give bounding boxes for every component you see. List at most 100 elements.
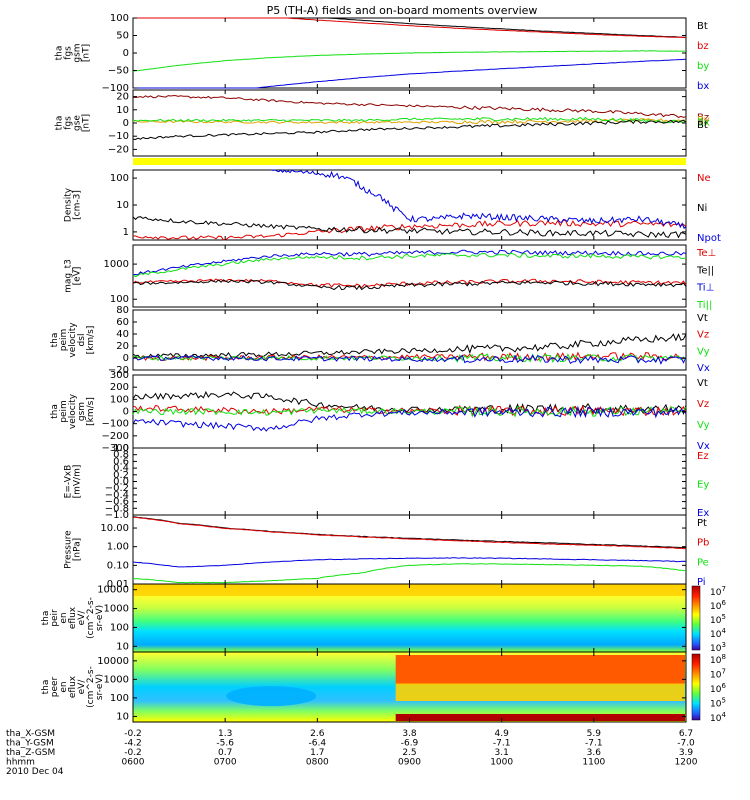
series-line-vt <box>132 390 687 416</box>
ytick-label: 10000 <box>97 585 129 596</box>
ylabel-line: [mV/m] <box>73 465 83 499</box>
ylabel-line: tha <box>55 46 65 61</box>
ylabel-line: tha <box>41 611 51 626</box>
series-line-bz <box>132 95 687 118</box>
ytick-label: 0.0 <box>113 477 129 488</box>
ytick-label: 0 <box>123 118 129 129</box>
ytick-label: −20 <box>108 365 129 376</box>
ephemeris-value: -6.9 <box>401 739 419 749</box>
ytick-label: −100 <box>102 83 129 94</box>
series-line-bx <box>133 58 687 89</box>
ylabel-line: mag_t3 <box>64 259 74 293</box>
series-line-ti <box>132 249 687 276</box>
ephemeris-value: 0900 <box>398 758 421 768</box>
ylabel-line: (cm^2-s- <box>86 597 96 639</box>
legend-label: Vx <box>697 441 710 452</box>
ytick-label: 60 <box>116 317 129 328</box>
legend-label: Te⊥ <box>696 248 716 259</box>
ephemeris-value: 0800 <box>306 758 329 768</box>
ytick-label: −1.0 <box>105 510 129 521</box>
ytick-label: 0 <box>123 48 129 59</box>
panel-p7: Ez Ey Ex 1.00.80.60.40.20.0−0.2−0.4−0.6−0.8… <box>64 443 710 521</box>
ephemeris-value: 1200 <box>675 758 698 768</box>
legend-label: Vy <box>697 346 710 357</box>
ylabel-line: (cm^2-s- <box>86 666 96 708</box>
spectrogram-warm-region <box>395 683 685 701</box>
ylabel-line: E=-VxB <box>64 465 74 499</box>
legend-label: Ti⊥ <box>696 283 714 294</box>
legend-label: Pb <box>697 538 709 549</box>
ephemeris-value: 3.8 <box>402 729 417 739</box>
ytick-label: 0 <box>123 407 129 418</box>
colorbar-tick-label: 107 <box>710 585 726 598</box>
legend-label: bz <box>697 41 709 52</box>
ytick-label: 100 <box>110 13 129 24</box>
ylabel-line: eflux <box>68 606 78 629</box>
ephemeris-value: 6.7 <box>679 729 693 739</box>
ephemeris-value: -7.1 <box>493 739 511 749</box>
ylabel-line: tha <box>55 116 65 131</box>
ytick-label: 0.01 <box>107 579 129 590</box>
ephemeris-row-label: tha_X-GSM <box>6 729 55 739</box>
ephemeris-value: -4.2 <box>124 739 142 749</box>
ephemeris-value: 5.9 <box>587 729 602 739</box>
panel-frame <box>132 447 687 516</box>
series-line-vz <box>132 404 687 418</box>
ytick-label: −0.4 <box>105 490 129 501</box>
legend-label: Pe <box>697 557 709 568</box>
ylabel-line: velocity <box>68 322 78 358</box>
legend-label: Ni <box>697 203 707 214</box>
ytick-label: −0.8 <box>105 503 129 514</box>
ytick-label: 300 <box>110 370 129 381</box>
ephemeris-row-label: tha_Z-GSM <box>6 748 55 758</box>
ytick-label: 100 <box>110 294 129 305</box>
legend-label: Bt <box>697 21 708 32</box>
ylabel-line: [eV] <box>73 267 83 286</box>
ytick-label: 1.00 <box>107 542 129 553</box>
ephemeris-value: -5.6 <box>216 739 234 749</box>
legend-label: Bx <box>697 118 710 129</box>
spectrogram-cool-blob <box>226 686 317 707</box>
legend-label: Vz <box>697 330 709 341</box>
series-line-bx <box>132 116 687 124</box>
ytick-label: −0.2 <box>105 483 129 494</box>
series-line-pi <box>132 557 687 568</box>
ytick-label: 10 <box>116 641 129 652</box>
legend-label: Ne <box>697 173 711 184</box>
ylabel-line: fgs <box>64 116 74 130</box>
legend-label: Vy <box>697 420 710 431</box>
ytick-label: 20 <box>116 341 129 352</box>
ephemeris-value: 1.7 <box>310 748 324 758</box>
ephemeris-value: 2.5 <box>402 748 416 758</box>
legend-label: Ti|| <box>696 300 712 311</box>
colorbar-p9 <box>691 585 701 651</box>
ytick-label: 100 <box>110 394 129 405</box>
ytick-label: −200 <box>102 431 129 442</box>
panel-frame <box>132 514 687 585</box>
ytick-label: 100 <box>110 693 129 704</box>
ylabel-line: peim <box>59 329 69 352</box>
ytick-label: 10 <box>116 711 129 722</box>
legend-label: Vx <box>697 363 710 374</box>
legend-label: bx <box>697 81 709 92</box>
panel-p1: Bt bz by bx 100 50 0 −50 −100 tha fgs gsm [nT] <box>55 13 710 94</box>
ylabel-line: eV/ <box>77 679 87 695</box>
spectrogram-low-energy-band <box>395 714 685 721</box>
ephemeris-value: 0600 <box>122 758 145 768</box>
colorbar-tick-label: 105 <box>710 697 726 710</box>
ytick-label: 100 <box>110 622 129 633</box>
ylabel-line: [cm-3] <box>73 190 83 220</box>
ytick-label: 0.10 <box>107 560 129 571</box>
ephemeris-value: 1.3 <box>218 729 232 739</box>
ytick-label: −20 <box>108 144 129 155</box>
plot-date: 2010 Dec 04 <box>6 767 64 777</box>
ytick-label: 1 <box>123 227 129 238</box>
colorbar-tick-label: 106 <box>710 682 726 695</box>
colorbar-tick-label: 104 <box>710 627 726 640</box>
ylabel-line: tha <box>41 680 51 695</box>
ytick-label: 80 <box>116 305 129 316</box>
ephemeris-value: -7.1 <box>585 739 603 749</box>
ytick-label: −50 <box>108 66 129 77</box>
